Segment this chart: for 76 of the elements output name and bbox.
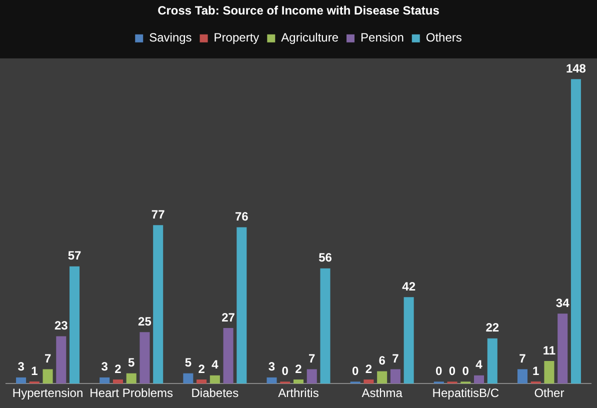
bar — [517, 369, 528, 384]
data-label: 34 — [556, 296, 570, 310]
bar — [474, 375, 484, 384]
data-label: 23 — [54, 318, 68, 333]
data-label: 77 — [151, 207, 166, 222]
data-label: 2 — [198, 362, 206, 376]
data-label: 7 — [392, 352, 400, 366]
bar — [320, 268, 330, 384]
x-tick-label: Diabetes — [191, 386, 239, 400]
x-tick-label: Asthma — [362, 386, 403, 400]
data-label: 7 — [519, 352, 526, 366]
chart-title: Cross Tab: Source of Income with Disease Status — [158, 4, 440, 18]
data-label: 6 — [378, 354, 386, 368]
x-tick-label: Other — [534, 386, 564, 400]
data-label: 0 — [448, 364, 456, 378]
data-label: 0 — [282, 364, 289, 378]
bar — [306, 369, 317, 384]
legend-label: Property — [214, 30, 260, 45]
data-label: 76 — [234, 210, 249, 224]
bar — [377, 371, 388, 384]
bar — [112, 379, 123, 384]
bar — [42, 369, 53, 384]
legend-label: Pension — [360, 30, 404, 45]
data-label: 148 — [566, 61, 586, 76]
bar — [364, 379, 374, 384]
bar — [183, 373, 194, 384]
data-label: 0 — [436, 364, 443, 378]
data-label: 0 — [462, 364, 470, 378]
bar — [153, 225, 164, 384]
data-label: 2 — [114, 362, 122, 376]
x-tick-label: Arthritis — [278, 386, 319, 400]
data-label: 4 — [212, 358, 219, 372]
bar — [196, 379, 207, 384]
data-label: 2 — [295, 362, 302, 376]
bar — [16, 377, 26, 384]
data-label: 1 — [532, 364, 540, 378]
bar — [70, 266, 80, 384]
data-label: 0 — [352, 364, 359, 378]
data-label: 1 — [31, 364, 38, 378]
x-tick-label: Hypertension — [12, 386, 84, 400]
data-label: 5 — [184, 356, 192, 370]
bar — [570, 79, 581, 384]
data-label: 25 — [138, 314, 152, 328]
bar — [236, 227, 247, 384]
data-label: 57 — [68, 248, 82, 263]
data-label: 22 — [486, 320, 500, 335]
bar — [544, 360, 554, 384]
legend-label: Savings — [149, 30, 192, 45]
x-tick-label: HepatitisB/C — [432, 386, 500, 400]
data-label: 56 — [318, 250, 332, 265]
legend-label: Agriculture — [281, 30, 339, 45]
bar — [223, 328, 234, 384]
data-label: 5 — [128, 356, 136, 370]
bar — [56, 336, 66, 384]
data-label: 4 — [476, 358, 483, 372]
bar — [266, 377, 277, 384]
data-label: 3 — [18, 360, 25, 374]
data-label: 27 — [222, 310, 236, 324]
data-label: 11 — [542, 343, 556, 358]
data-label: 42 — [402, 279, 416, 294]
bar — [487, 338, 498, 384]
bar — [390, 369, 400, 384]
data-label: 3 — [101, 360, 108, 374]
legend-label: Others — [426, 30, 462, 45]
data-label: 3 — [268, 360, 276, 374]
bar — [210, 375, 220, 384]
bar — [558, 314, 568, 384]
bar — [404, 297, 414, 384]
x-tick-label: Heart Problems — [90, 386, 174, 400]
data-label: 7 — [44, 352, 52, 366]
bar — [140, 332, 150, 384]
data-label: 7 — [308, 352, 316, 366]
bar — [126, 373, 136, 384]
bar — [100, 377, 110, 384]
bar — [293, 379, 304, 384]
data-label: 2 — [365, 362, 372, 376]
